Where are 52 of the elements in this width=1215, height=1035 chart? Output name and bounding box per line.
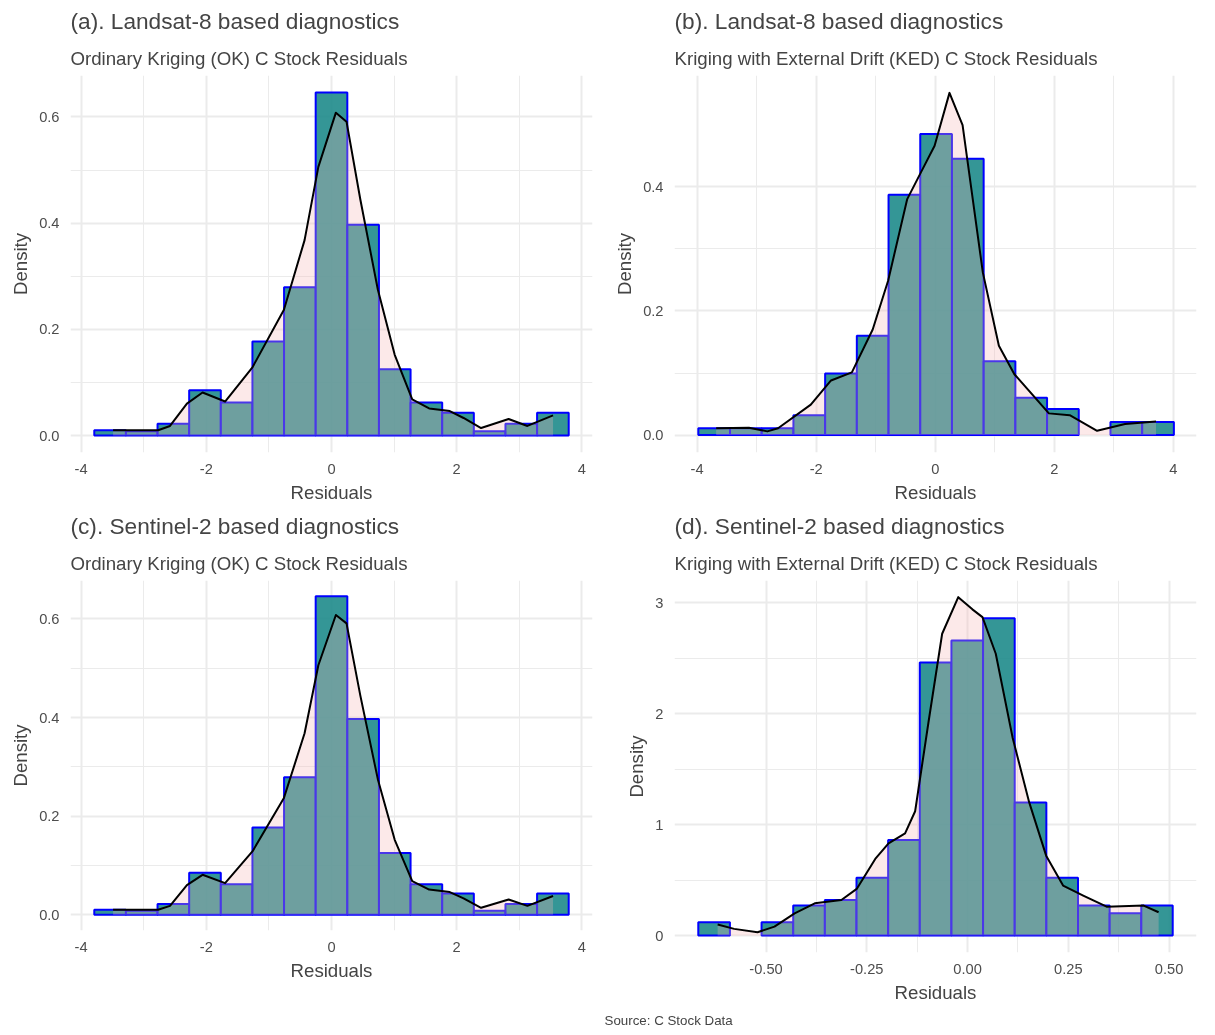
y-axis-title: Density xyxy=(626,734,648,798)
y-tick-label: 0.2 xyxy=(39,321,60,338)
x-tick-label: 0 xyxy=(327,938,336,955)
x-tick-label: 2 xyxy=(452,460,461,477)
source-note: Source: C Stock Data xyxy=(604,1012,734,1028)
x-axis-title: Residuals xyxy=(894,481,977,503)
y-tick-label: 3 xyxy=(655,594,664,611)
chart-subtitle: Ordinary Kriging (OK) C Stock Residuals xyxy=(70,47,408,69)
chart-title: (b). Landsat-8 based diagnostics xyxy=(674,7,1004,34)
x-tick-label: 4 xyxy=(577,460,586,477)
x-tick-label: 0 xyxy=(931,460,940,477)
chart-subtitle: Ordinary Kriging (OK) C Stock Residuals xyxy=(70,552,408,574)
x-tick-label: 4 xyxy=(1169,460,1178,477)
x-tick-label: -4 xyxy=(74,938,88,955)
y-tick-label: 0.0 xyxy=(643,427,664,444)
x-tick-label: 0.00 xyxy=(953,960,982,977)
chart-subtitle: Kriging with External Drift (KED) C Stock Residuals xyxy=(674,552,1098,574)
x-tick-label: -0.25 xyxy=(850,960,884,977)
y-tick-label: 0.0 xyxy=(39,906,60,923)
x-tick-label: 2 xyxy=(452,938,461,955)
y-tick-label: 1 xyxy=(655,816,664,833)
y-tick-label: 0.4 xyxy=(39,709,60,726)
x-tick-label: 4 xyxy=(577,938,586,955)
x-tick-label: -4 xyxy=(74,460,88,477)
y-tick-label: 0.6 xyxy=(39,108,60,125)
chart-title: (a). Landsat-8 based diagnostics xyxy=(70,7,400,34)
chart-title: (c). Sentinel-2 based diagnostics xyxy=(70,512,400,539)
y-tick-label: 0 xyxy=(655,927,664,944)
x-axis-title: Residuals xyxy=(894,981,977,1003)
x-tick-label: -2 xyxy=(199,938,213,955)
x-axis-title: Residuals xyxy=(290,959,373,981)
y-tick-label: 0.4 xyxy=(39,215,60,232)
y-tick-label: 0.0 xyxy=(39,427,60,444)
x-tick-label: 0.50 xyxy=(1154,960,1184,977)
chart-subtitle: Kriging with External Drift (KED) C Stock Residuals xyxy=(674,47,1098,69)
x-tick-label: -0.50 xyxy=(749,960,783,977)
x-tick-label: 0.25 xyxy=(1054,960,1083,977)
y-tick-label: 0.6 xyxy=(39,610,60,627)
chart-title: (d). Sentinel-2 based diagnostics xyxy=(674,512,1005,539)
y-axis-title: Density xyxy=(10,232,32,296)
x-tick-label: -2 xyxy=(199,460,213,477)
y-tick-label: 0.2 xyxy=(39,808,60,825)
x-axis-title: Residuals xyxy=(290,481,373,503)
y-tick-label: 0.4 xyxy=(643,178,664,195)
x-tick-label: 2 xyxy=(1050,460,1059,477)
y-tick-label: 0.2 xyxy=(643,302,664,319)
x-tick-label: -4 xyxy=(690,460,704,477)
y-tick-label: 2 xyxy=(655,705,664,722)
x-tick-label: -2 xyxy=(809,460,823,477)
x-tick-label: 0 xyxy=(327,460,336,477)
y-axis-title: Density xyxy=(614,232,636,296)
y-axis-title: Density xyxy=(10,723,32,787)
